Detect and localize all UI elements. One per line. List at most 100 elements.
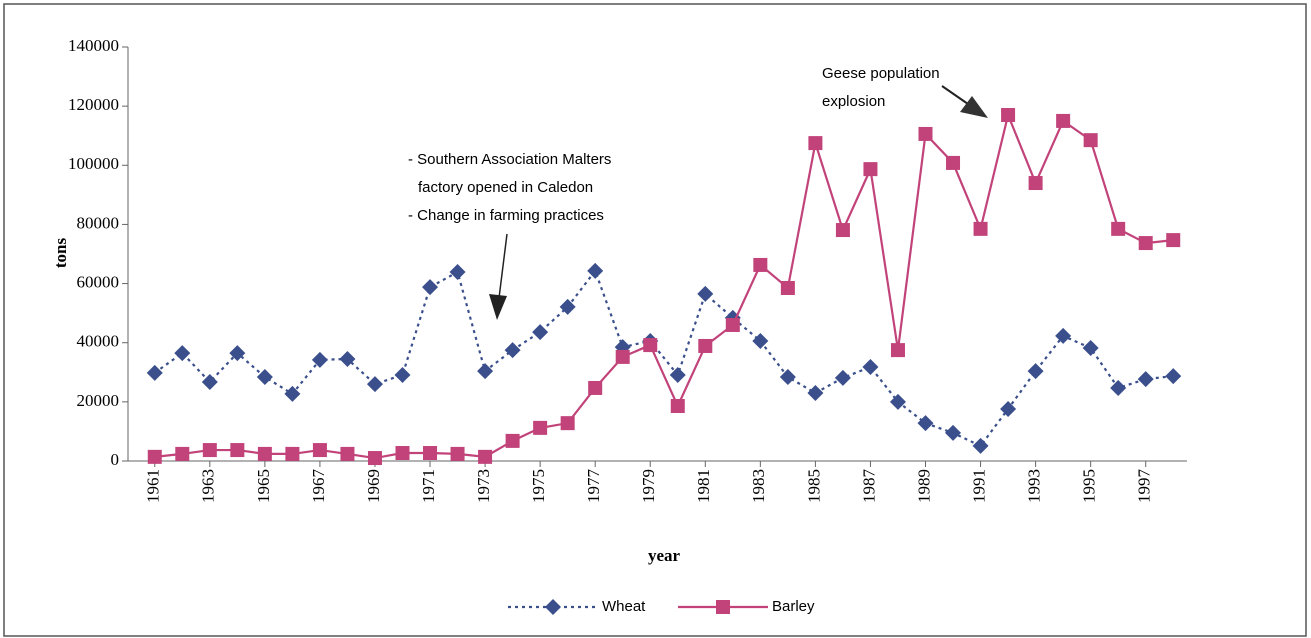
data-point (1111, 221, 1126, 236)
annotation-arrow (941, 85, 988, 118)
data-point (147, 449, 162, 464)
data-point (533, 420, 548, 435)
data-point (367, 451, 382, 466)
data-point (146, 364, 163, 381)
data-point (863, 162, 878, 177)
x-tick-label: 1981 (694, 469, 713, 503)
annotation-line: - Southern Association Malters (408, 151, 611, 168)
data-point (257, 446, 272, 461)
y-tick-label: 140000 (68, 36, 119, 55)
data-point (478, 449, 493, 464)
y-tick-label: 0 (111, 450, 120, 469)
data-point (669, 366, 686, 383)
annotation-arrow (489, 233, 508, 320)
data-point (284, 385, 301, 402)
x-tick-label: 1975 (529, 469, 548, 503)
data-point (725, 317, 740, 332)
data-point (1165, 368, 1182, 385)
data-point (340, 446, 355, 461)
data-point (202, 443, 217, 458)
x-tick-label: 1967 (309, 469, 328, 504)
data-point (889, 393, 906, 410)
data-point (1028, 176, 1043, 191)
data-point (175, 446, 190, 461)
data-point (615, 349, 630, 364)
legend-marker (716, 600, 730, 614)
x-axis-label: year (648, 546, 681, 565)
data-point (973, 221, 988, 236)
data-point (450, 446, 465, 461)
data-point (423, 446, 438, 461)
data-point (1001, 108, 1016, 123)
data-point (395, 446, 410, 461)
x-tick-label: 1977 (584, 469, 603, 504)
data-point (890, 343, 905, 358)
series-line (154, 268, 1174, 448)
data-point (1056, 113, 1071, 128)
x-tick-label: 1991 (969, 469, 988, 503)
data-point (697, 285, 714, 302)
frame (3, 3, 1307, 637)
data-point (588, 380, 603, 395)
x-tick-label: 1965 (254, 469, 273, 503)
data-point (229, 345, 246, 362)
legend-marker (545, 599, 561, 615)
data-point (972, 437, 989, 454)
data-point (753, 257, 768, 272)
data-point (559, 298, 576, 315)
data-point (505, 433, 520, 448)
annotation-line: factory opened in Caledon (418, 179, 593, 196)
data-point (862, 358, 879, 375)
data-point (587, 262, 604, 279)
data-point (834, 369, 851, 386)
x-tick-label: 1995 (1080, 469, 1099, 503)
data-point (945, 424, 962, 441)
x-tick-label: 1997 (1135, 469, 1154, 504)
data-point (394, 366, 411, 383)
data-point (807, 384, 824, 401)
data-point (1083, 133, 1098, 148)
y-tick-label: 40000 (77, 332, 120, 351)
x-tick-label: 1969 (364, 469, 383, 503)
data-point (560, 416, 575, 431)
y-tick-label: 20000 (77, 391, 120, 410)
data-point (1110, 379, 1127, 396)
data-point (1137, 371, 1154, 388)
data-point (1082, 340, 1099, 357)
data-point (918, 126, 933, 141)
data-point (422, 279, 439, 296)
data-point (312, 443, 327, 458)
data-point (477, 363, 494, 380)
data-point (670, 398, 685, 413)
y-tick-label: 100000 (68, 154, 119, 173)
x-tick-label: 1963 (199, 469, 218, 503)
data-point (1055, 327, 1072, 344)
x-tick-label: 1993 (1025, 469, 1044, 503)
x-tick-label: 1961 (144, 469, 163, 503)
data-point (285, 446, 300, 461)
y-axis-label: tons (51, 238, 70, 269)
legend-label: Barley (772, 598, 815, 615)
data-point (835, 223, 850, 238)
data-point (256, 369, 273, 386)
x-tick-label: 1973 (474, 469, 493, 503)
y-tick-label: 80000 (77, 213, 120, 232)
data-point (449, 264, 466, 281)
data-point (230, 443, 245, 458)
x-tick-label: 1979 (639, 469, 658, 503)
data-point (946, 155, 961, 170)
x-tick-label: 1971 (419, 469, 438, 503)
x-tick-label: 1983 (749, 469, 768, 503)
data-point (311, 351, 328, 368)
data-point (339, 350, 356, 367)
data-point (174, 345, 191, 362)
data-point (1027, 363, 1044, 380)
y-tick-label: 120000 (68, 95, 119, 114)
data-point (808, 136, 823, 151)
data-point (504, 342, 521, 359)
x-tick-label: 1985 (804, 469, 823, 503)
data-point (780, 281, 795, 296)
annotation-line: - Change in farming practices (408, 207, 604, 224)
y-tick-label: 60000 (77, 272, 120, 291)
